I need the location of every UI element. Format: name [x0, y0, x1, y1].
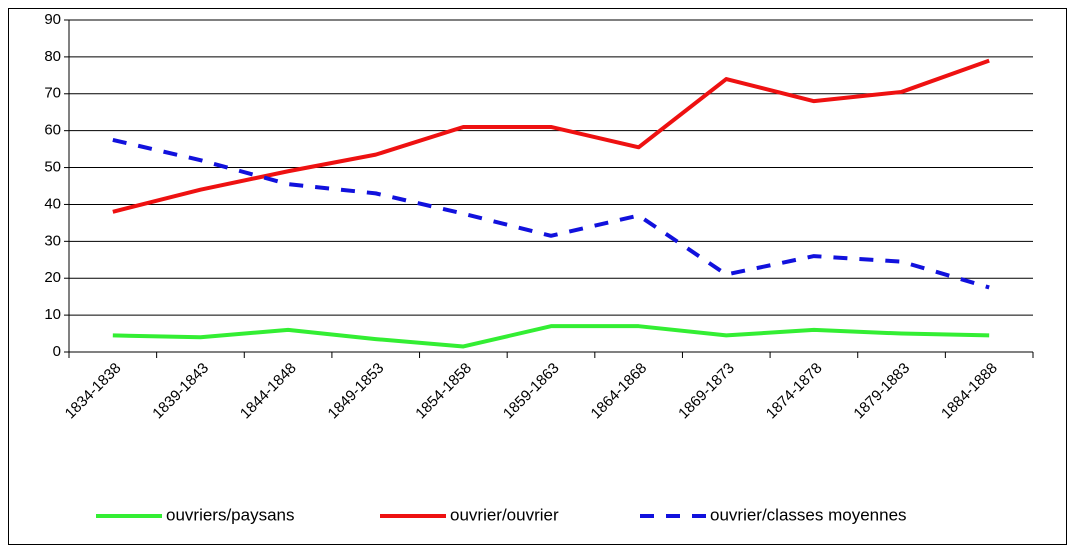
- y-tick-label: 60: [44, 122, 61, 139]
- y-tick-label: 0: [53, 343, 61, 360]
- y-tick-label: 50: [44, 159, 61, 176]
- y-tick-label: 70: [44, 85, 61, 102]
- legend-label: ouvrier/ouvrier: [450, 505, 559, 524]
- y-tick-label: 40: [44, 195, 61, 212]
- legend-label: ouvriers/paysans: [166, 505, 295, 524]
- series-line: [112, 137, 990, 290]
- y-tick-label: 20: [44, 269, 61, 286]
- y-tick-label: 80: [44, 48, 61, 65]
- legend-label: ouvrier/classes moyennes: [710, 505, 907, 524]
- series-line: [112, 58, 990, 214]
- y-tick-label: 90: [44, 11, 61, 28]
- y-tick-label: 10: [44, 306, 61, 323]
- series-line: [112, 324, 990, 349]
- legend: ouvriers/paysans ouvrier/ouvrier ouvrier/c…: [96, 505, 907, 524]
- y-tick-label: 30: [44, 232, 61, 249]
- chart-frame: [8, 8, 1067, 545]
